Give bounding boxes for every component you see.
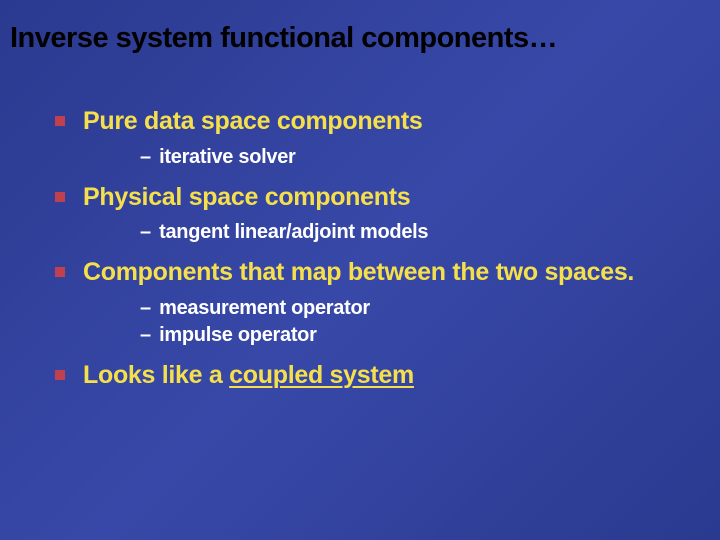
bullet-icon	[55, 116, 65, 126]
slide-title: Inverse system functional components…	[0, 0, 720, 55]
main-text-underlined: coupled system	[229, 361, 414, 389]
list-item: Pure data space components	[55, 105, 720, 138]
sub-list-item: – tangent linear/adjoint models	[140, 219, 720, 246]
main-text-prefix: Looks like a	[83, 361, 229, 389]
list-item: Looks like a coupled system	[55, 359, 720, 392]
dash-icon: –	[140, 322, 151, 349]
sub-list: – tangent linear/adjoint models	[55, 217, 720, 256]
bullet-icon	[55, 267, 65, 277]
sub-list-item: – iterative solver	[140, 144, 720, 171]
sub-list-item: – impulse operator	[140, 322, 720, 349]
sub-list: – measurement operator – impulse operato…	[55, 293, 720, 359]
sub-item-text: impulse operator	[159, 322, 316, 349]
list-item: Components that map between the two spac…	[55, 256, 720, 289]
sub-list: – iterative solver	[55, 142, 720, 181]
bullet-icon	[55, 192, 65, 202]
dash-icon: –	[140, 219, 151, 246]
dash-icon: –	[140, 295, 151, 322]
dash-icon: –	[140, 144, 151, 171]
main-item-text: Pure data space components	[83, 105, 423, 138]
sub-item-text: measurement operator	[159, 295, 370, 322]
sub-item-text: tangent linear/adjoint models	[159, 219, 428, 246]
slide-content: Pure data space components – iterative s…	[0, 55, 720, 391]
sub-item-text: iterative solver	[159, 144, 295, 171]
main-item-text: Physical space components	[83, 181, 410, 214]
main-item-text: Components that map between the two spac…	[83, 256, 634, 289]
bullet-icon	[55, 370, 65, 380]
list-item: Physical space components	[55, 181, 720, 214]
main-item-text: Looks like a coupled system	[83, 359, 414, 392]
sub-list-item: – measurement operator	[140, 295, 720, 322]
